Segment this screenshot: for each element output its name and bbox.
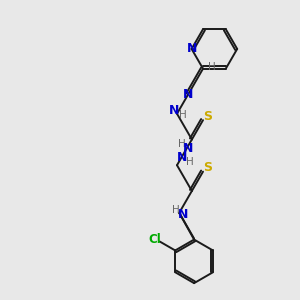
Text: N: N	[186, 42, 197, 56]
Text: N: N	[177, 152, 187, 164]
Text: S: S	[203, 110, 212, 123]
Text: H: H	[178, 139, 186, 149]
Text: N: N	[183, 142, 194, 155]
Text: H: H	[208, 62, 216, 72]
Text: N: N	[183, 88, 193, 101]
Text: H: H	[179, 110, 187, 120]
Text: N: N	[169, 104, 179, 117]
Text: S: S	[203, 161, 212, 174]
Text: Cl: Cl	[148, 233, 161, 246]
Text: H: H	[186, 157, 194, 167]
Text: H: H	[172, 205, 180, 215]
Text: N: N	[178, 208, 188, 221]
